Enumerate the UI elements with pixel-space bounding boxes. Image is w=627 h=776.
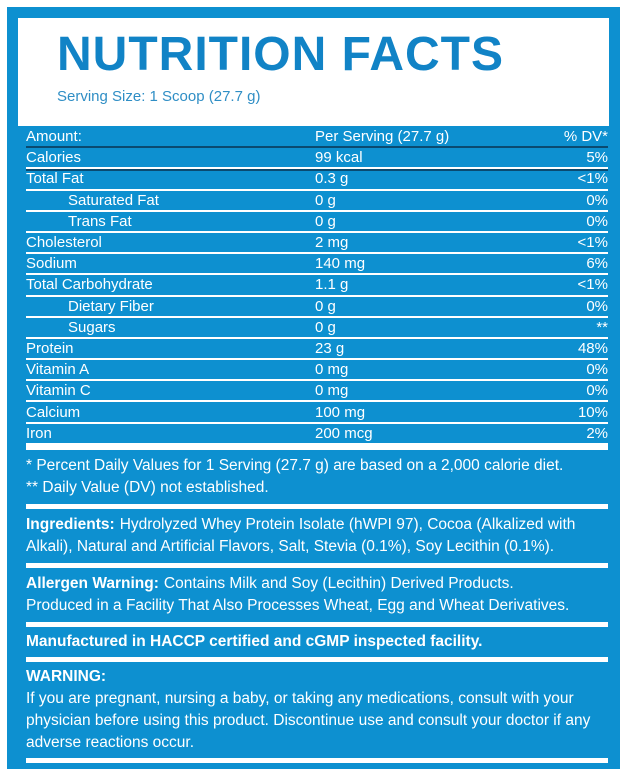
nutrient-name: Dietary Fiber — [68, 297, 154, 315]
nutrient-name: Saturated Fat — [68, 191, 159, 209]
table-row-sugars: Sugars 0 g ** — [26, 318, 608, 339]
column-header-amount: Amount: — [26, 128, 82, 146]
label-panel: NUTRITION FACTS Serving Size: 1 Scoop (2… — [7, 7, 620, 769]
nutrient-amount: 23 g — [315, 339, 345, 357]
column-header-dv: % DV* — [563, 128, 608, 146]
nutrient-amount: 0 g — [315, 318, 336, 336]
nutrient-amount: 99 kcal — [315, 149, 363, 167]
nutrient-dv: <1% — [577, 234, 608, 252]
nutrient-name: Protein — [26, 339, 74, 357]
warning-label: WARNING: — [26, 667, 107, 685]
nutrient-amount: 100 mg — [315, 403, 366, 421]
table-row-dietary-fiber: Dietary Fiber 0 g 0% — [26, 297, 608, 318]
nutrient-dv: 6% — [586, 255, 608, 273]
nutrient-dv: 48% — [577, 339, 608, 357]
table-row-vitamin-c: Vitamin C 0 mg 0% — [26, 381, 608, 403]
section-divider — [26, 562, 608, 568]
section-divider — [26, 656, 608, 662]
table-row-protein: Protein 23 g 48% — [26, 339, 608, 361]
title-box: NUTRITION FACTS Serving Size: 1 Scoop (2… — [18, 18, 609, 126]
table-row-saturated-fat: Saturated Fat 0 g 0% — [26, 191, 608, 212]
nutrient-name: Cholesterol — [26, 234, 102, 252]
section-divider — [26, 757, 608, 763]
nutrient-dv: 0% — [586, 361, 608, 379]
nutrient-dv: 2% — [586, 424, 608, 442]
section-divider — [26, 444, 608, 450]
nutrient-name: Total Carbohydrate — [26, 276, 153, 294]
nutrient-dv: 0% — [586, 191, 608, 209]
page-title: NUTRITION FACTS — [57, 28, 504, 81]
table-row-iron: Iron 200 mcg 2% — [26, 424, 608, 445]
nutrition-table: Amount: Per Serving (27.7 g) % DV* Calor… — [26, 127, 608, 445]
allergen-section: Allergen Warning: Contains Milk and Soy (… — [7, 568, 620, 622]
table-row-calories: Calories 99 kcal 5% — [26, 148, 608, 170]
nutrient-dv: 5% — [586, 149, 608, 167]
section-divider — [26, 503, 608, 509]
nutrient-amount: 1.1 g — [315, 276, 349, 294]
table-row-vitamin-a: Vitamin A 0 mg 0% — [26, 360, 608, 382]
nutrient-name: Total Fat — [26, 170, 84, 188]
nutrient-name: Calcium — [26, 403, 81, 421]
nutrient-name: Sodium — [26, 255, 77, 273]
table-row-calcium: Calcium 100 mg 10% — [26, 402, 608, 424]
nutrient-dv: 10% — [577, 403, 608, 421]
manufactured-text: Manufactured in HACCP certified and cGMP… — [26, 632, 483, 650]
nutrient-dv: 0% — [586, 212, 608, 230]
nutrient-amount: 2 mg — [315, 234, 349, 252]
table-row-total-carbohydrate: Total Carbohydrate 1.1 g <1% — [26, 275, 608, 297]
ingredients-text: Hydrolyzed Whey Protein Isolate (hWPI 97… — [26, 515, 576, 555]
nutrient-dv: <1% — [577, 170, 608, 188]
nutrient-amount: 0 g — [315, 297, 336, 315]
manufactured-section: Manufactured in HACCP certified and cGMP… — [7, 627, 620, 657]
nutrient-amount: 0 mg — [315, 382, 349, 400]
nutrient-amount: 140 mg — [315, 255, 366, 273]
table-row-cholesterol: Cholesterol 2 mg <1% — [26, 233, 608, 255]
nutrient-name: Vitamin A — [26, 361, 90, 379]
column-header-per-serving: Per Serving (27.7 g) — [315, 128, 450, 146]
allergen-warning-label: Allergen Warning: — [26, 574, 159, 592]
nutrient-name: Calories — [26, 149, 82, 167]
allergen-warning-text: Contains Milk and Soy (Lecithin) Derived… — [163, 574, 514, 592]
section-divider — [26, 621, 608, 627]
table-header-row: Amount: Per Serving (27.7 g) % DV* — [26, 127, 608, 149]
table-row-sodium: Sodium 140 mg 6% — [26, 254, 608, 276]
warning-text: If you are pregnant, nursing a baby, or … — [26, 689, 591, 751]
footnotes-section: * Percent Daily Values for 1 Serving (27… — [7, 450, 620, 504]
ingredients-section: Ingredients: Hydrolyzed Whey Protein Isol… — [7, 509, 620, 563]
nutrient-name: Trans Fat — [68, 212, 132, 230]
nutrient-name: Vitamin C — [26, 382, 91, 400]
table-row-trans-fat: Trans Fat 0 g 0% — [26, 212, 608, 233]
nutrient-amount: 0 mg — [315, 361, 349, 379]
footnote-percent-dv: * Percent Daily Values for 1 Serving (27… — [26, 456, 564, 474]
ingredients-label: Ingredients: — [26, 515, 115, 533]
nutrient-dv: <1% — [577, 276, 608, 294]
nutrient-dv: ** — [596, 318, 608, 336]
nutrient-dv: 0% — [586, 297, 608, 315]
allergen-warning-text2: Produced in a Facility That Also Process… — [26, 596, 570, 614]
table-row-total-fat: Total Fat 0.3 g <1% — [26, 169, 608, 191]
nutrient-name: Sugars — [68, 318, 116, 336]
warning-section: WARNING: If you are pregnant, nursing a … — [7, 662, 620, 758]
nutrient-amount: 0 g — [315, 212, 336, 230]
nutrient-name: Iron — [26, 424, 52, 442]
nutrient-amount: 200 mcg — [315, 424, 373, 442]
footnote-dv-not-established: ** Daily Value (DV) not established. — [26, 478, 269, 496]
nutrient-amount: 0.3 g — [315, 170, 349, 188]
nutrient-amount: 0 g — [315, 191, 336, 209]
serving-size: Serving Size: 1 Scoop (27.7 g) — [57, 88, 261, 105]
nutrient-dv: 0% — [586, 382, 608, 400]
